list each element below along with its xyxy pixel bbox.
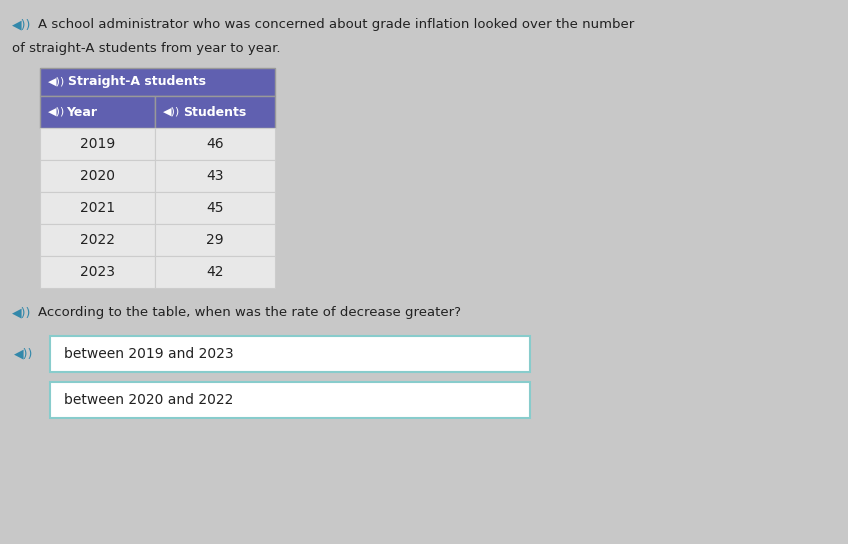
Text: between 2019 and 2023: between 2019 and 2023: [64, 347, 234, 361]
Text: ◀)): ◀)): [12, 306, 31, 319]
Text: 43: 43: [206, 169, 224, 183]
Text: Year: Year: [66, 106, 97, 119]
Text: ◀)): ◀)): [48, 77, 65, 87]
Bar: [155, 160, 275, 192]
Text: 42: 42: [206, 265, 224, 279]
Bar: [40, 160, 155, 192]
Text: 2022: 2022: [80, 233, 115, 247]
Bar: [155, 224, 275, 256]
Text: ◀)): ◀)): [14, 348, 33, 361]
Text: 2021: 2021: [80, 201, 115, 215]
Bar: [155, 96, 275, 128]
Text: of straight-A students from year to year.: of straight-A students from year to year…: [12, 42, 281, 55]
Bar: [40, 224, 155, 256]
Bar: [155, 256, 275, 288]
Text: Straight-A students: Straight-A students: [68, 76, 206, 89]
Bar: [40, 256, 155, 288]
Text: 2020: 2020: [80, 169, 115, 183]
Bar: [40, 192, 155, 224]
Text: According to the table, when was the rate of decrease greater?: According to the table, when was the rat…: [38, 306, 461, 319]
Bar: [40, 96, 155, 128]
Text: A school administrator who was concerned about grade inflation looked over the n: A school administrator who was concerned…: [38, 18, 634, 31]
Text: ◀)): ◀)): [163, 107, 181, 117]
Text: 46: 46: [206, 137, 224, 151]
Text: ◀)): ◀)): [12, 18, 31, 31]
Bar: [50, 336, 530, 372]
Text: between 2020 and 2022: between 2020 and 2022: [64, 393, 233, 407]
Text: ◀)): ◀)): [48, 107, 65, 117]
Bar: [155, 192, 275, 224]
Text: 45: 45: [206, 201, 224, 215]
Text: 2019: 2019: [80, 137, 115, 151]
Bar: [40, 68, 275, 96]
Text: 2023: 2023: [80, 265, 115, 279]
Text: Students: Students: [183, 106, 246, 119]
Bar: [40, 128, 155, 160]
Bar: [50, 382, 530, 418]
Bar: [155, 128, 275, 160]
Text: 29: 29: [206, 233, 224, 247]
